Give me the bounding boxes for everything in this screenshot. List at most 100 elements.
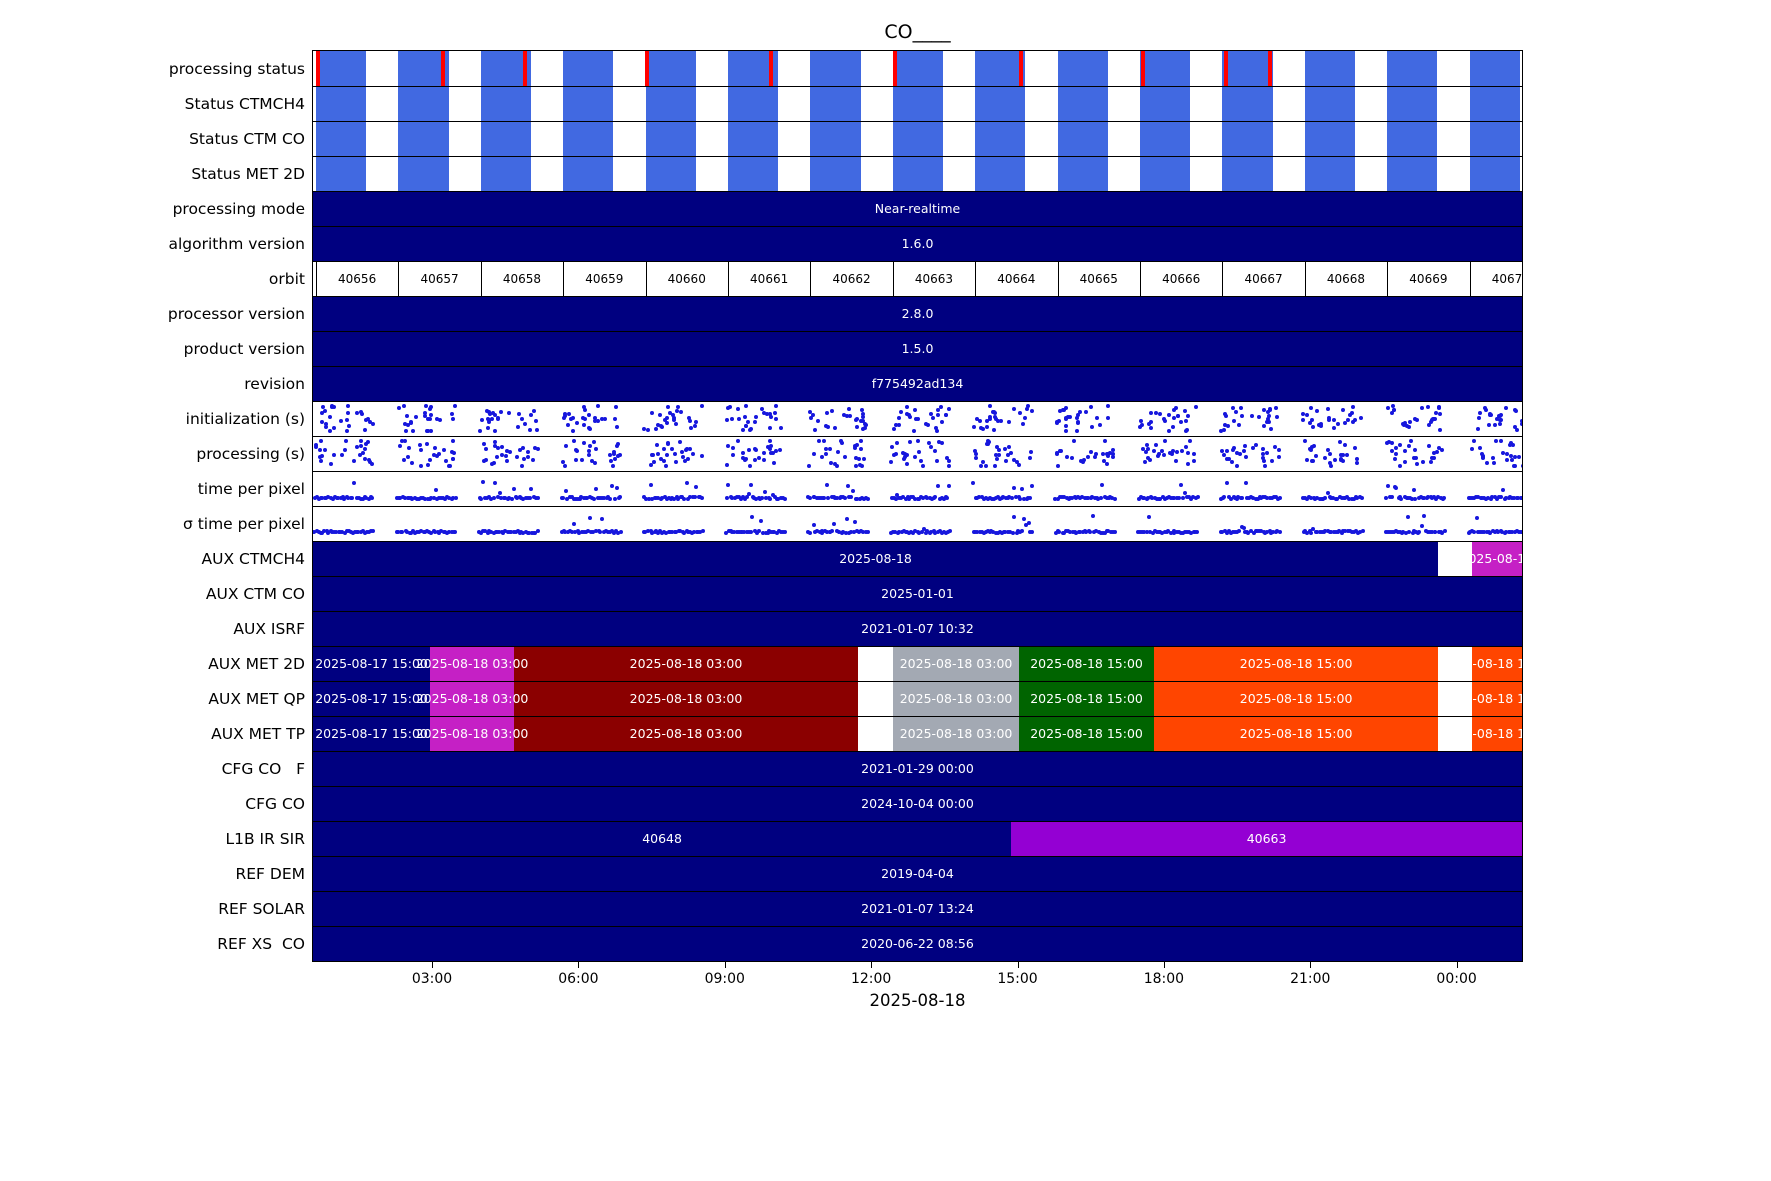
scatter-dot	[500, 445, 505, 450]
scatter-dot	[1472, 439, 1477, 443]
scatter-dot	[772, 529, 777, 534]
timeline-segment	[313, 646, 431, 681]
scatter-dot	[992, 427, 997, 432]
axis-tick	[1163, 962, 1165, 968]
scatter-dot	[912, 454, 917, 459]
scatter-dot	[905, 405, 910, 410]
segment-label: 2025-08-18 15:00	[1030, 656, 1143, 671]
scatter-dot	[690, 495, 695, 500]
scatter-dot	[700, 496, 705, 501]
scatter-dot	[611, 450, 616, 455]
status-block	[398, 121, 449, 156]
scatter-dot	[1323, 529, 1328, 534]
scatter-dot	[1147, 421, 1152, 426]
segment-label: 2025-08-18 15:00	[1239, 726, 1353, 741]
scatter-dot	[897, 423, 902, 428]
scatter-dot	[323, 408, 328, 413]
scatter-dot	[987, 404, 992, 408]
scatter-dot	[833, 495, 838, 500]
status-block	[1469, 51, 1520, 86]
scatter-dot	[1335, 496, 1340, 501]
scatter-dot	[419, 496, 424, 501]
scatter-dot	[1265, 496, 1270, 501]
scatter-dot	[732, 495, 737, 500]
scatter-dot	[1312, 443, 1317, 448]
scatter-dot	[587, 452, 592, 457]
row-separator	[313, 296, 1522, 297]
scatter-dot	[729, 416, 734, 421]
row-orbit: 40656 40657 40658 40659 40660 40661 40662 40663…	[313, 261, 1522, 296]
scatter-dot	[332, 405, 337, 410]
scatter-dot	[746, 491, 751, 496]
scatter-dot	[491, 530, 496, 535]
scatter-dot	[974, 417, 979, 422]
orbit-number: 40656	[338, 272, 377, 286]
scatter-dot	[929, 445, 934, 450]
scatter-dot	[1427, 422, 1432, 427]
scatter-dot	[1089, 405, 1094, 410]
scatter-dot	[528, 413, 533, 418]
scatter-dot	[688, 425, 693, 430]
scatter-dot	[649, 463, 654, 468]
scatter-dot	[939, 405, 944, 410]
status-block	[1057, 51, 1108, 86]
scatter-dot	[752, 457, 757, 462]
scatter-dot	[1003, 530, 1008, 534]
scatter-dot	[1171, 416, 1176, 421]
scatter-dot	[1315, 496, 1320, 501]
scatter-dot	[1175, 414, 1180, 419]
scatter-dot	[331, 453, 336, 458]
status-block	[975, 86, 1026, 121]
scatter-dot	[910, 495, 915, 500]
scatter-dot	[890, 444, 895, 449]
scatter-dot	[581, 441, 586, 446]
row-value: 2021-01-07 13:24	[861, 901, 974, 916]
scatter-dot	[615, 444, 620, 449]
scatter-dot	[664, 464, 669, 468]
scatter-dot	[492, 444, 497, 449]
scatter-dot	[438, 417, 443, 422]
row-solid: 2021-01-07 13:24	[313, 891, 1522, 926]
scatter-dot	[650, 410, 655, 415]
scatter-dot	[997, 448, 1002, 453]
scatter-dot	[935, 429, 940, 433]
scatter-dot	[1402, 460, 1407, 465]
scatter-dot	[935, 407, 940, 412]
scatter-dot	[1227, 457, 1232, 462]
scatter-dot	[320, 410, 325, 415]
scatter-dot	[1017, 496, 1022, 501]
scatter-dot	[609, 529, 614, 534]
scatter-dot	[1387, 439, 1392, 444]
scatter-dot	[1309, 530, 1314, 535]
scatter-dot	[670, 447, 675, 452]
scatter-dot	[767, 425, 772, 430]
scatter-dot	[1101, 459, 1106, 464]
scatter-dot	[979, 495, 984, 500]
scatter-dot	[929, 530, 934, 535]
row-label: revision	[244, 375, 305, 393]
scatter-dot	[680, 454, 685, 459]
segment-label: 2025-08-17 15:00	[315, 656, 428, 671]
scatter-dot	[593, 461, 598, 466]
row-label: AUX CTM CO	[205, 585, 305, 603]
row-separator	[313, 576, 1522, 577]
scatter-dot	[1104, 461, 1109, 466]
row-separator	[313, 331, 1522, 332]
scatter-dot	[452, 451, 457, 456]
scatter-dot	[1314, 409, 1319, 414]
scatter-dot	[1341, 529, 1346, 534]
scatter-dot	[486, 495, 491, 500]
scatter-dot	[1261, 424, 1266, 429]
scatter-dot	[418, 447, 423, 452]
scatter-dot	[773, 448, 778, 453]
scatter-dot	[1434, 449, 1439, 454]
scatter-dot	[865, 530, 870, 535]
scatter-dot	[593, 529, 598, 534]
scatter-dot	[654, 426, 659, 431]
scatter-dot	[401, 457, 406, 462]
row-label: REF XS CO	[217, 935, 305, 953]
scatter-dot	[564, 488, 569, 493]
timeline-segment	[893, 646, 1019, 681]
row-blocks	[313, 86, 1522, 121]
scatter-dot	[1317, 423, 1322, 428]
